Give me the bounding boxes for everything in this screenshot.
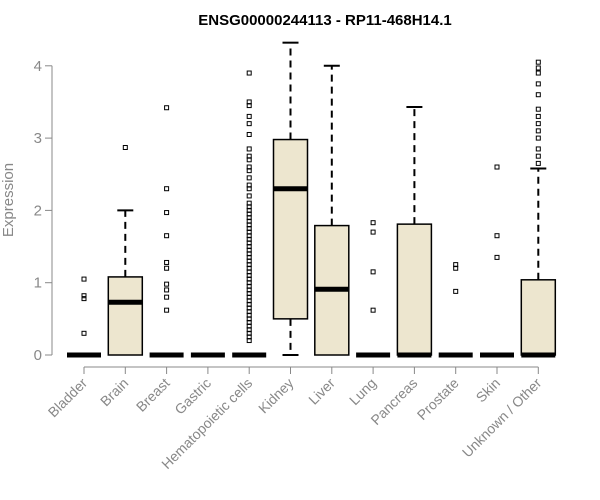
outlier-point bbox=[164, 265, 170, 271]
box-skin bbox=[480, 164, 514, 358]
box-kidney bbox=[272, 41, 309, 356]
outlier-point bbox=[164, 105, 170, 111]
y-tick-label: 3 bbox=[34, 130, 42, 147]
outlier-point bbox=[122, 144, 128, 150]
box-unknown-other bbox=[520, 59, 557, 358]
box-pancreas bbox=[396, 106, 433, 358]
y-tick-label: 0 bbox=[34, 347, 42, 364]
outlier-point bbox=[453, 262, 459, 268]
x-tick-label: Kidney bbox=[255, 375, 297, 417]
x-tick-label: Prostate bbox=[414, 375, 462, 423]
outlier-point bbox=[164, 259, 170, 265]
outlier-point bbox=[164, 307, 170, 313]
x-tick-label: Brain bbox=[97, 375, 131, 409]
box-prostate bbox=[438, 262, 473, 358]
outlier-point bbox=[246, 70, 252, 76]
outlier-point bbox=[535, 121, 541, 127]
outlier-point bbox=[535, 106, 541, 112]
outlier-point bbox=[246, 99, 252, 105]
outlier-point bbox=[535, 146, 541, 152]
x-tick-label: Lung bbox=[346, 375, 379, 408]
outlier-point bbox=[246, 153, 252, 159]
outlier-point bbox=[164, 186, 170, 192]
outlier-point bbox=[246, 131, 252, 137]
outlier-point bbox=[535, 153, 541, 159]
outlier-point bbox=[164, 210, 170, 216]
box-lung bbox=[356, 220, 391, 358]
outlier-point bbox=[535, 128, 541, 134]
outlier-point bbox=[370, 307, 376, 313]
y-tick-label: 2 bbox=[34, 202, 42, 219]
box-body bbox=[396, 223, 433, 356]
x-tick-label: Bladder bbox=[45, 375, 91, 421]
outlier-point bbox=[246, 175, 252, 181]
outlier-point bbox=[535, 81, 541, 87]
outlier-point bbox=[246, 182, 252, 188]
y-tick-label: 4 bbox=[34, 58, 42, 75]
outlier-point bbox=[535, 113, 541, 119]
y-axis: 0 1 2 3 4 bbox=[34, 58, 53, 364]
outlier-point bbox=[81, 276, 87, 282]
outlier-point bbox=[164, 294, 170, 300]
outlier-point bbox=[370, 269, 376, 275]
outlier-point bbox=[370, 220, 376, 226]
outlier-point bbox=[494, 233, 500, 239]
outlier-point bbox=[370, 229, 376, 235]
box-body bbox=[107, 276, 144, 356]
outlier-point bbox=[246, 193, 252, 199]
outlier-point bbox=[164, 281, 170, 287]
outlier-point bbox=[535, 92, 541, 98]
y-tick-label: 1 bbox=[34, 275, 42, 292]
y-axis-label: Expression bbox=[0, 163, 17, 237]
outlier-point bbox=[494, 164, 500, 170]
box-bladder bbox=[67, 276, 101, 358]
outlier-point bbox=[453, 288, 459, 294]
box-series bbox=[67, 41, 557, 358]
outlier-point bbox=[494, 254, 500, 260]
box-liver bbox=[314, 64, 350, 356]
chart-title: ENSG00000244113 - RP11-468H14.1 bbox=[198, 12, 452, 29]
outlier-point bbox=[535, 160, 541, 166]
outlier-point bbox=[164, 287, 170, 293]
outlier-point bbox=[81, 296, 87, 302]
outlier-point bbox=[246, 146, 252, 152]
outlier-point bbox=[246, 200, 252, 206]
outlier-point bbox=[535, 59, 541, 65]
box-brain bbox=[107, 144, 144, 356]
outlier-point bbox=[164, 233, 170, 239]
outlier-point bbox=[535, 70, 541, 76]
outlier-point bbox=[535, 135, 541, 141]
outlier-point bbox=[81, 330, 87, 336]
x-tick-label: Skin bbox=[473, 375, 504, 406]
box-body bbox=[520, 279, 557, 356]
box-hematopoietic-cells bbox=[232, 70, 267, 358]
outlier-point bbox=[246, 121, 252, 127]
box-breast bbox=[149, 105, 184, 358]
box-body bbox=[272, 138, 309, 320]
x-tick-label: Liver bbox=[305, 375, 338, 408]
outlier-point bbox=[535, 65, 541, 71]
x-tick-label: Breast bbox=[133, 375, 173, 415]
outlier-point bbox=[81, 293, 87, 299]
outlier-point bbox=[246, 164, 252, 170]
outlier-point bbox=[246, 113, 252, 119]
